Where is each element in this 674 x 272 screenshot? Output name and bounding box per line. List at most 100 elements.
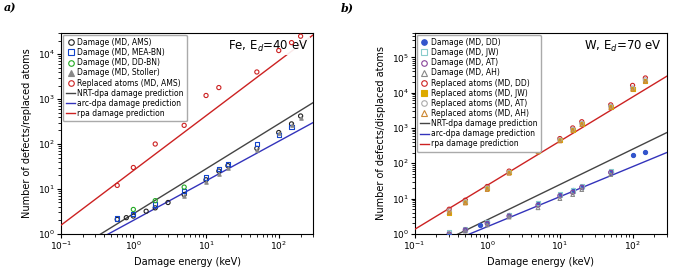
Point [222,163,233,168]
Legend: Damage (MD, AMS), Damage (MD, MEA-BN), Damage (MD, DD-BN), Damage (MD, Stoller),: Damage (MD, AMS), Damage (MD, MEA-BN), D… [63,35,187,121]
Point [214,167,224,171]
Point [482,184,493,189]
Point [576,185,587,189]
Text: W, E$_d$=70 eV: W, E$_d$=70 eV [584,39,662,54]
Point [503,171,514,175]
Point [150,142,160,146]
Point [503,214,514,218]
Point [150,206,160,210]
Point [640,76,651,80]
Point [274,48,284,53]
Point [179,192,189,197]
Point [576,122,587,127]
Point [555,192,565,197]
Point [503,170,514,175]
Point [532,202,543,206]
Point [128,165,139,170]
Point [568,192,578,197]
Point [179,123,189,128]
Point [251,146,262,150]
Point [201,180,212,185]
Point [201,93,212,98]
Point [482,220,493,224]
Point [532,147,543,152]
Point [474,223,485,227]
Point [128,207,139,212]
Point [214,171,224,176]
Point [443,232,454,236]
Point [460,200,470,204]
Point [460,200,470,204]
Point [532,149,543,153]
Point [179,185,189,189]
Point [482,186,493,190]
Point [286,122,297,126]
Point [532,206,543,210]
Point [286,122,297,127]
Point [640,79,651,84]
Point [460,201,470,205]
Point [222,165,233,170]
Point [128,212,139,216]
Point [274,133,284,137]
Text: a): a) [3,3,16,14]
Point [503,212,514,217]
Point [201,178,212,182]
Point [179,194,189,198]
Point [443,232,454,236]
Point [576,184,587,188]
Point [274,130,284,135]
Point [576,122,587,126]
Point [503,212,514,217]
Point [112,183,123,188]
Point [112,216,123,221]
Point [555,138,565,142]
Point [627,86,638,90]
Point [112,217,123,222]
Point [627,86,638,91]
Point [128,214,139,218]
Point [295,114,306,118]
Point [568,190,578,194]
Point [460,228,470,232]
Point [568,127,578,131]
Point [605,170,616,175]
Point [443,230,454,235]
X-axis label: Damage energy (keV): Damage energy (keV) [487,257,594,267]
Point [214,85,224,90]
Point [214,169,224,173]
Point [482,221,493,225]
Point [555,192,565,197]
Point [251,70,262,74]
Text: b): b) [340,3,353,14]
Point [201,175,212,180]
Point [627,153,638,157]
Point [295,116,306,120]
Point [555,196,565,201]
Point [605,104,616,109]
Point [568,128,578,132]
Point [532,150,543,154]
Point [555,137,565,141]
Point [627,83,638,88]
Point [555,138,565,142]
Point [627,87,638,91]
Point [443,211,454,215]
Point [162,200,173,205]
Point [503,169,514,173]
Point [640,78,651,82]
Y-axis label: Number of defects/replaced atoms: Number of defects/replaced atoms [22,48,32,218]
Point [482,220,493,224]
Point [222,162,233,166]
Point [576,187,587,192]
Point [568,188,578,193]
Point [150,202,160,207]
Point [482,223,493,227]
Point [274,131,284,135]
Point [286,125,297,129]
Text: Fe, E$_d$=40 eV: Fe, E$_d$=40 eV [228,39,308,54]
Point [605,172,616,177]
Point [460,198,470,202]
Legend: Damage (MD, DD), Damage (MD, JW), Damage (MD, AT), Damage (MD, AH), Replaced ato: Damage (MD, DD), Damage (MD, JW), Damage… [417,35,541,152]
Point [503,215,514,219]
